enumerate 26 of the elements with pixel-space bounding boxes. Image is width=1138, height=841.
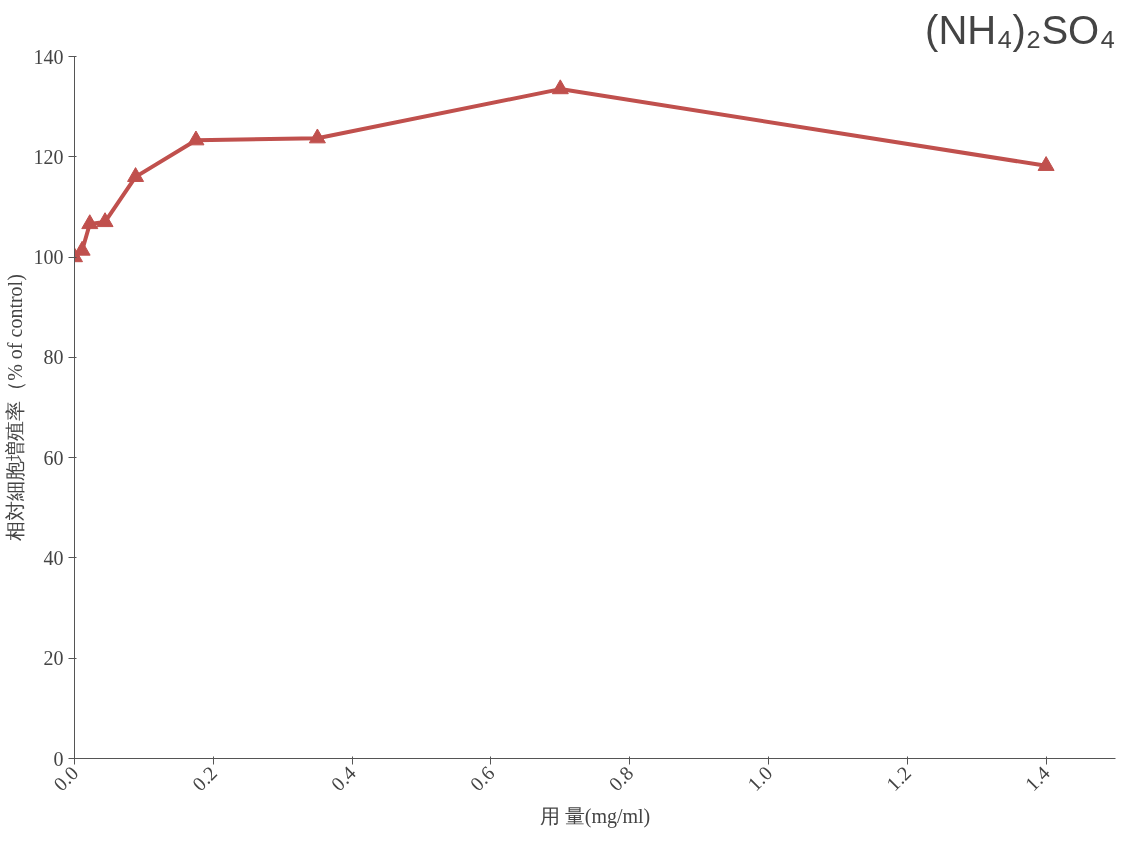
point <box>81 214 99 230</box>
y-tick-label: 80 <box>43 346 64 369</box>
point <box>74 240 91 256</box>
x-tick-label: 1.4 <box>1020 761 1054 795</box>
y-tick-label: 100 <box>33 246 64 269</box>
y-tick-label: 40 <box>43 546 64 569</box>
point <box>96 212 114 228</box>
point <box>187 130 205 146</box>
x-tick-label: 0.6 <box>465 761 499 795</box>
x-axis-title: 用 量(mg/ml) <box>539 805 651 829</box>
x-tick-label: 0.8 <box>604 761 638 795</box>
x-tick-label: 1.0 <box>743 761 777 795</box>
x-tick-label: 1.2 <box>881 761 916 795</box>
y-axis-title: 相対細胞増殖率（% of control) <box>3 274 27 541</box>
point <box>551 79 569 95</box>
chart-title: (NH₄)₂SO₄ <box>925 7 1116 52</box>
point <box>127 167 145 182</box>
point <box>308 128 326 144</box>
y-tick-label: 60 <box>43 446 64 469</box>
y-tick-label: 120 <box>33 145 64 168</box>
y-tick-label: 20 <box>43 647 64 670</box>
point <box>1037 156 1055 171</box>
y-tick-label: 140 <box>33 45 64 68</box>
x-tick-label: 0.2 <box>187 761 222 795</box>
y-tick-label: 0 <box>53 747 64 770</box>
x-tick-label: 0.4 <box>326 761 360 795</box>
